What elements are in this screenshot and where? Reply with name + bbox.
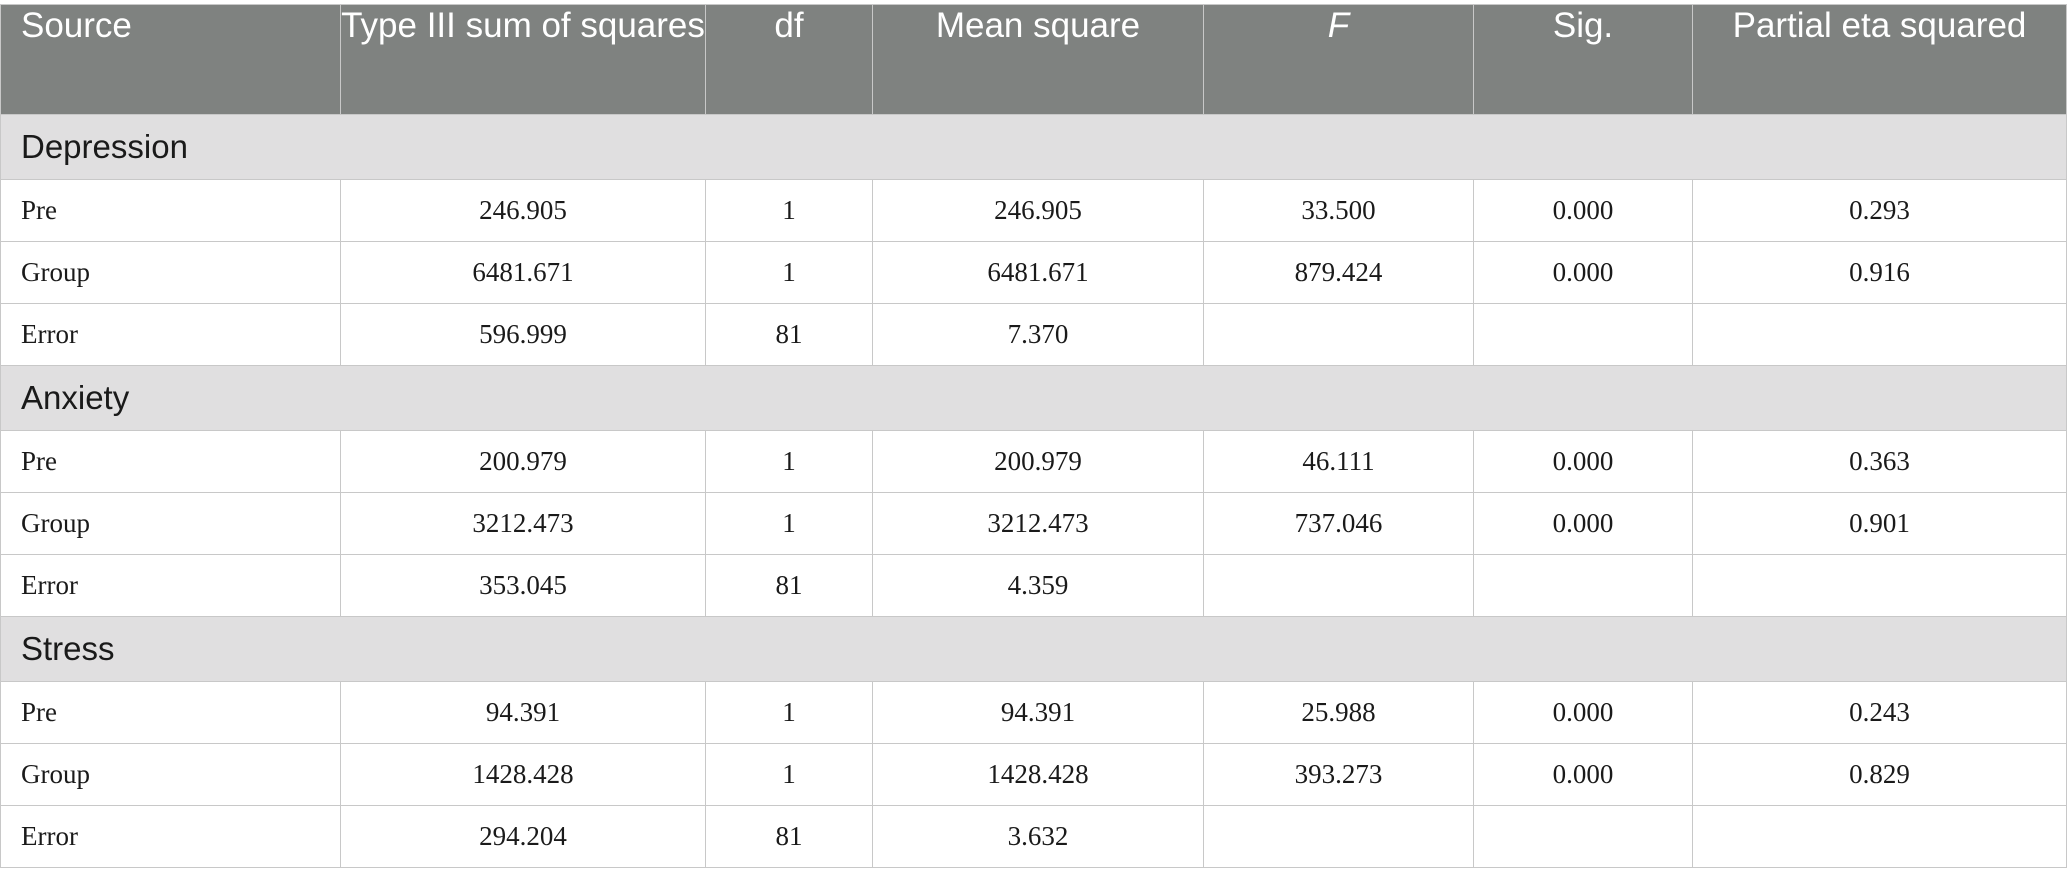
cell-source: Group — [0, 492, 341, 555]
cell-sig: 0.000 — [1473, 743, 1693, 806]
header-sum-of-squares: Type III sum of squares — [340, 4, 706, 115]
header-row: Source Type III sum of squares df Mean s… — [0, 4, 2067, 115]
cell-df: 1 — [705, 492, 873, 555]
cell-partial-eta-squared — [1692, 554, 2067, 617]
cell-f: 737.046 — [1203, 492, 1474, 555]
header-df: df — [705, 4, 873, 115]
cell-f: 33.500 — [1203, 179, 1474, 242]
cell-df: 1 — [705, 681, 873, 744]
cell-sig: 0.000 — [1473, 492, 1693, 555]
cell-f: 46.111 — [1203, 430, 1474, 493]
cell-f — [1203, 805, 1474, 868]
cell-f: 393.273 — [1203, 743, 1474, 806]
cell-sig: 0.000 — [1473, 179, 1693, 242]
cell-mean-square: 246.905 — [872, 179, 1204, 242]
cell-mean-square: 1428.428 — [872, 743, 1204, 806]
cell-sig: 0.000 — [1473, 681, 1693, 744]
cell-source: Group — [0, 241, 341, 304]
table-row: Group 6481.671 1 6481.671 879.424 0.000 … — [0, 241, 2067, 304]
table-row: Group 3212.473 1 3212.473 737.046 0.000 … — [0, 492, 2067, 555]
header-sig: Sig. — [1473, 4, 1693, 115]
cell-f — [1203, 303, 1474, 366]
header-source: Source — [0, 4, 341, 115]
cell-df: 81 — [705, 554, 873, 617]
cell-sum-of-squares: 3212.473 — [340, 492, 706, 555]
section-row-depression: Depression — [0, 114, 2067, 180]
cell-sum-of-squares: 353.045 — [340, 554, 706, 617]
cell-partial-eta-squared: 0.901 — [1692, 492, 2067, 555]
header-f: F — [1203, 4, 1474, 115]
cell-f: 879.424 — [1203, 241, 1474, 304]
section-row-anxiety: Anxiety — [0, 365, 2067, 431]
cell-sum-of-squares: 200.979 — [340, 430, 706, 493]
cell-sum-of-squares: 294.204 — [340, 805, 706, 868]
section-label: Depression — [0, 114, 2067, 180]
section-label: Anxiety — [0, 365, 2067, 431]
cell-sum-of-squares: 1428.428 — [340, 743, 706, 806]
cell-df: 1 — [705, 179, 873, 242]
table-row: Pre 246.905 1 246.905 33.500 0.000 0.293 — [0, 179, 2067, 242]
cell-sum-of-squares: 6481.671 — [340, 241, 706, 304]
table-row: Error 353.045 81 4.359 — [0, 554, 2067, 617]
cell-mean-square: 6481.671 — [872, 241, 1204, 304]
section-row-stress: Stress — [0, 616, 2067, 682]
cell-partial-eta-squared: 0.829 — [1692, 743, 2067, 806]
cell-partial-eta-squared: 0.293 — [1692, 179, 2067, 242]
table-row: Pre 200.979 1 200.979 46.111 0.000 0.363 — [0, 430, 2067, 493]
cell-f — [1203, 554, 1474, 617]
table-row: Error 596.999 81 7.370 — [0, 303, 2067, 366]
cell-mean-square: 7.370 — [872, 303, 1204, 366]
cell-sig: 0.000 — [1473, 241, 1693, 304]
cell-df: 81 — [705, 303, 873, 366]
cell-df: 1 — [705, 743, 873, 806]
cell-df: 1 — [705, 430, 873, 493]
header-mean-square: Mean square — [872, 4, 1204, 115]
cell-sig — [1473, 805, 1693, 868]
cell-partial-eta-squared — [1692, 303, 2067, 366]
cell-source: Group — [0, 743, 341, 806]
cell-partial-eta-squared — [1692, 805, 2067, 868]
table-row: Pre 94.391 1 94.391 25.988 0.000 0.243 — [0, 681, 2067, 744]
cell-source: Error — [0, 805, 341, 868]
table-row: Group 1428.428 1 1428.428 393.273 0.000 … — [0, 743, 2067, 806]
header-partial-eta-squared: Partial eta squared — [1692, 4, 2067, 115]
anova-table: Source Type III sum of squares df Mean s… — [0, 4, 2067, 868]
cell-df: 81 — [705, 805, 873, 868]
cell-partial-eta-squared: 0.363 — [1692, 430, 2067, 493]
cell-sum-of-squares: 246.905 — [340, 179, 706, 242]
cell-source: Pre — [0, 179, 341, 242]
cell-source: Error — [0, 554, 341, 617]
cell-source: Pre — [0, 430, 341, 493]
cell-df: 1 — [705, 241, 873, 304]
cell-source: Pre — [0, 681, 341, 744]
cell-sum-of-squares: 94.391 — [340, 681, 706, 744]
cell-source: Error — [0, 303, 341, 366]
cell-sig — [1473, 303, 1693, 366]
cell-partial-eta-squared: 0.243 — [1692, 681, 2067, 744]
cell-sum-of-squares: 596.999 — [340, 303, 706, 366]
cell-sig — [1473, 554, 1693, 617]
cell-mean-square: 200.979 — [872, 430, 1204, 493]
section-label: Stress — [0, 616, 2067, 682]
cell-mean-square: 3.632 — [872, 805, 1204, 868]
cell-f: 25.988 — [1203, 681, 1474, 744]
cell-sig: 0.000 — [1473, 430, 1693, 493]
cell-mean-square: 3212.473 — [872, 492, 1204, 555]
cell-partial-eta-squared: 0.916 — [1692, 241, 2067, 304]
cell-mean-square: 94.391 — [872, 681, 1204, 744]
table-row: Error 294.204 81 3.632 — [0, 805, 2067, 868]
cell-mean-square: 4.359 — [872, 554, 1204, 617]
